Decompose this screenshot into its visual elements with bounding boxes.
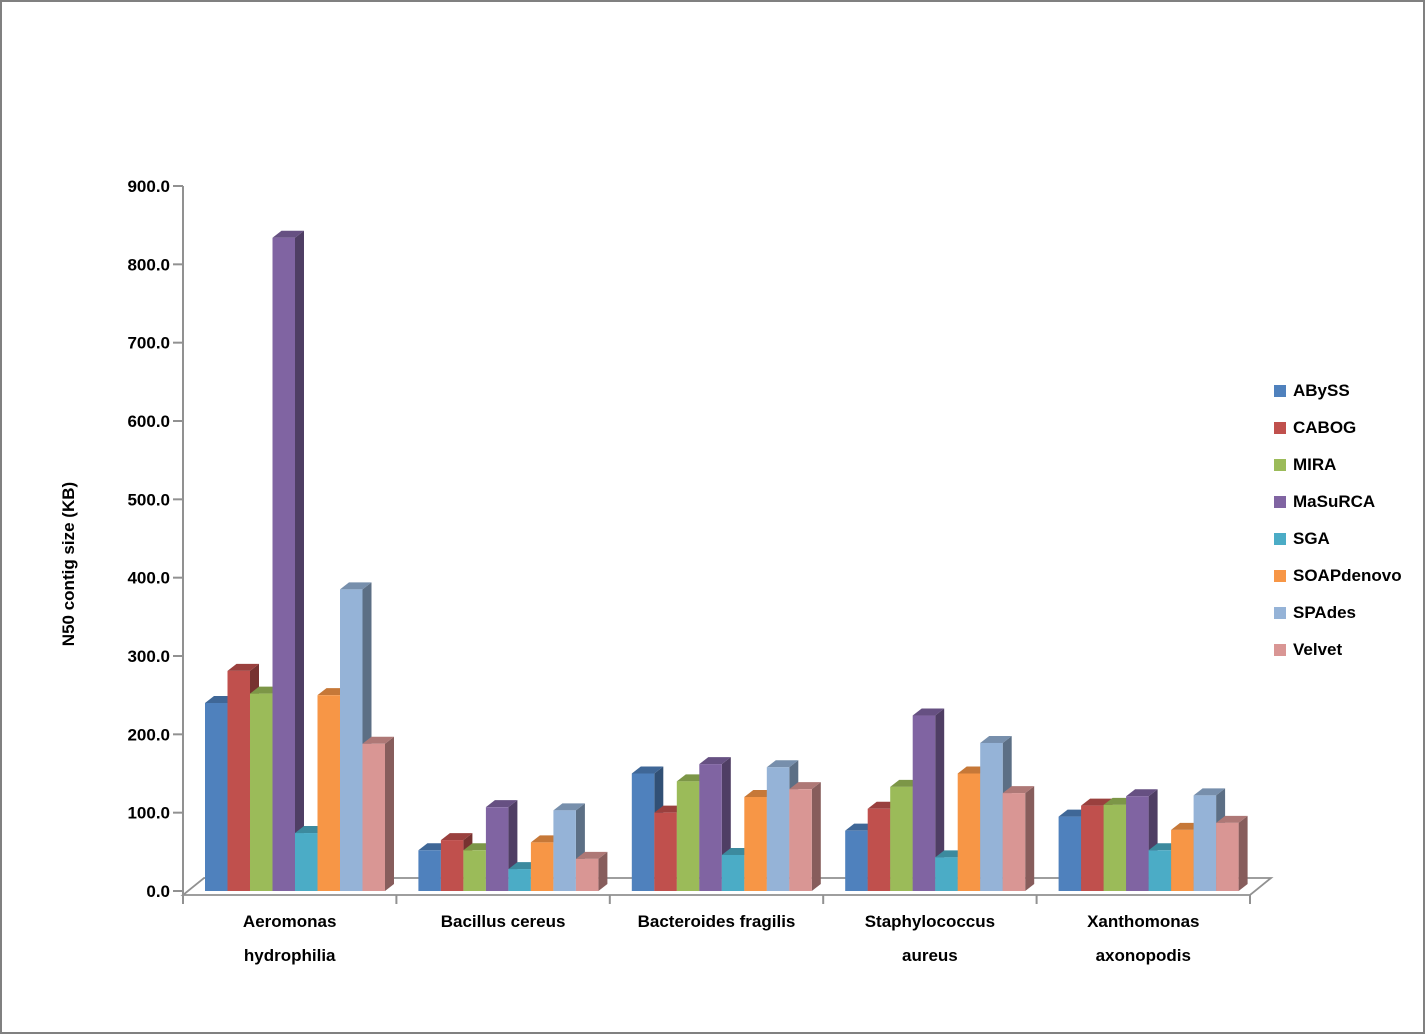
bar-velvet-aeromonas-hydrophilia — [362, 736, 394, 891]
legend-swatch-icon — [1274, 458, 1286, 471]
y-tick-label: 200.0 — [127, 725, 170, 744]
legend-item-spades: SPAdes — [1274, 594, 1402, 631]
legend-swatch-icon — [1274, 495, 1286, 508]
y-tick-label: 900.0 — [127, 177, 170, 196]
legend-label: CABOG — [1293, 417, 1357, 437]
legend-swatch-icon — [1274, 421, 1286, 434]
legend-item-mira: MIRA — [1274, 446, 1402, 483]
y-tick-label: 500.0 — [127, 490, 170, 509]
legend-item-velvet: Velvet — [1274, 631, 1402, 668]
y-tick-label: 300.0 — [127, 647, 170, 666]
legend-label: ABySS — [1293, 380, 1350, 400]
legend-label: SOAPdenovo — [1293, 565, 1402, 585]
legend-swatch-icon — [1274, 532, 1286, 545]
legend-label: SPAdes — [1293, 602, 1356, 622]
y-tick-label: 0.0 — [146, 882, 170, 901]
bar-masurca-aeromonas-hydrophilia — [272, 230, 304, 891]
legend-item-sga: SGA — [1274, 520, 1402, 557]
legend-label: Velvet — [1293, 639, 1343, 659]
legend-item-cabog: CABOG — [1274, 409, 1402, 446]
bar-masurca-staphylococcus-aureus — [912, 708, 945, 891]
bar-velvet-staphylococcus-aureus — [1002, 786, 1035, 891]
legend-label: MIRA — [1293, 454, 1337, 474]
legend-item-abyss: ABySS — [1274, 372, 1402, 409]
bar-velvet-bacteroides-fragilis — [789, 782, 821, 891]
y-tick-label: 400.0 — [127, 569, 170, 588]
y-tick-label: 100.0 — [127, 804, 170, 823]
x-category-label: Bacillus cereus — [441, 912, 566, 931]
y-tick-label: 700.0 — [127, 334, 170, 353]
legend-swatch-icon — [1274, 569, 1286, 582]
legend-item-masurca: MaSuRCA — [1274, 483, 1402, 520]
y-tick-label: 600.0 — [127, 412, 170, 431]
legend-item-soapdenovo: SOAPdenovo — [1274, 557, 1402, 594]
bar-velvet-xanthomonas-axonopodis — [1216, 815, 1248, 891]
legend-swatch-icon — [1274, 384, 1286, 397]
legend-label: SGA — [1293, 528, 1330, 548]
x-category-label: Aeromonas hydrophilia — [243, 912, 337, 965]
legend-label: MaSuRCA — [1293, 491, 1376, 511]
x-category-label: Bacteroides fragilis — [638, 912, 796, 931]
x-category-label: Staphylococcus aureus — [865, 912, 995, 965]
y-tick-label: 800.0 — [127, 255, 170, 274]
legend-swatch-icon — [1274, 606, 1286, 619]
chart-legend: ABySS CABOG MIRA MaSuRCA SGA SOAPdenovo SPAdes… — [1274, 372, 1402, 668]
x-category-label: Xanthomonas axonopodis — [1087, 912, 1199, 965]
bar-velvet-bacillus-cereus — [575, 851, 608, 891]
legend-swatch-icon — [1274, 643, 1286, 656]
bar-masurca-xanthomonas-axonopodis — [1126, 789, 1158, 891]
y-axis-title: N50 contig size (KB) — [59, 481, 78, 647]
